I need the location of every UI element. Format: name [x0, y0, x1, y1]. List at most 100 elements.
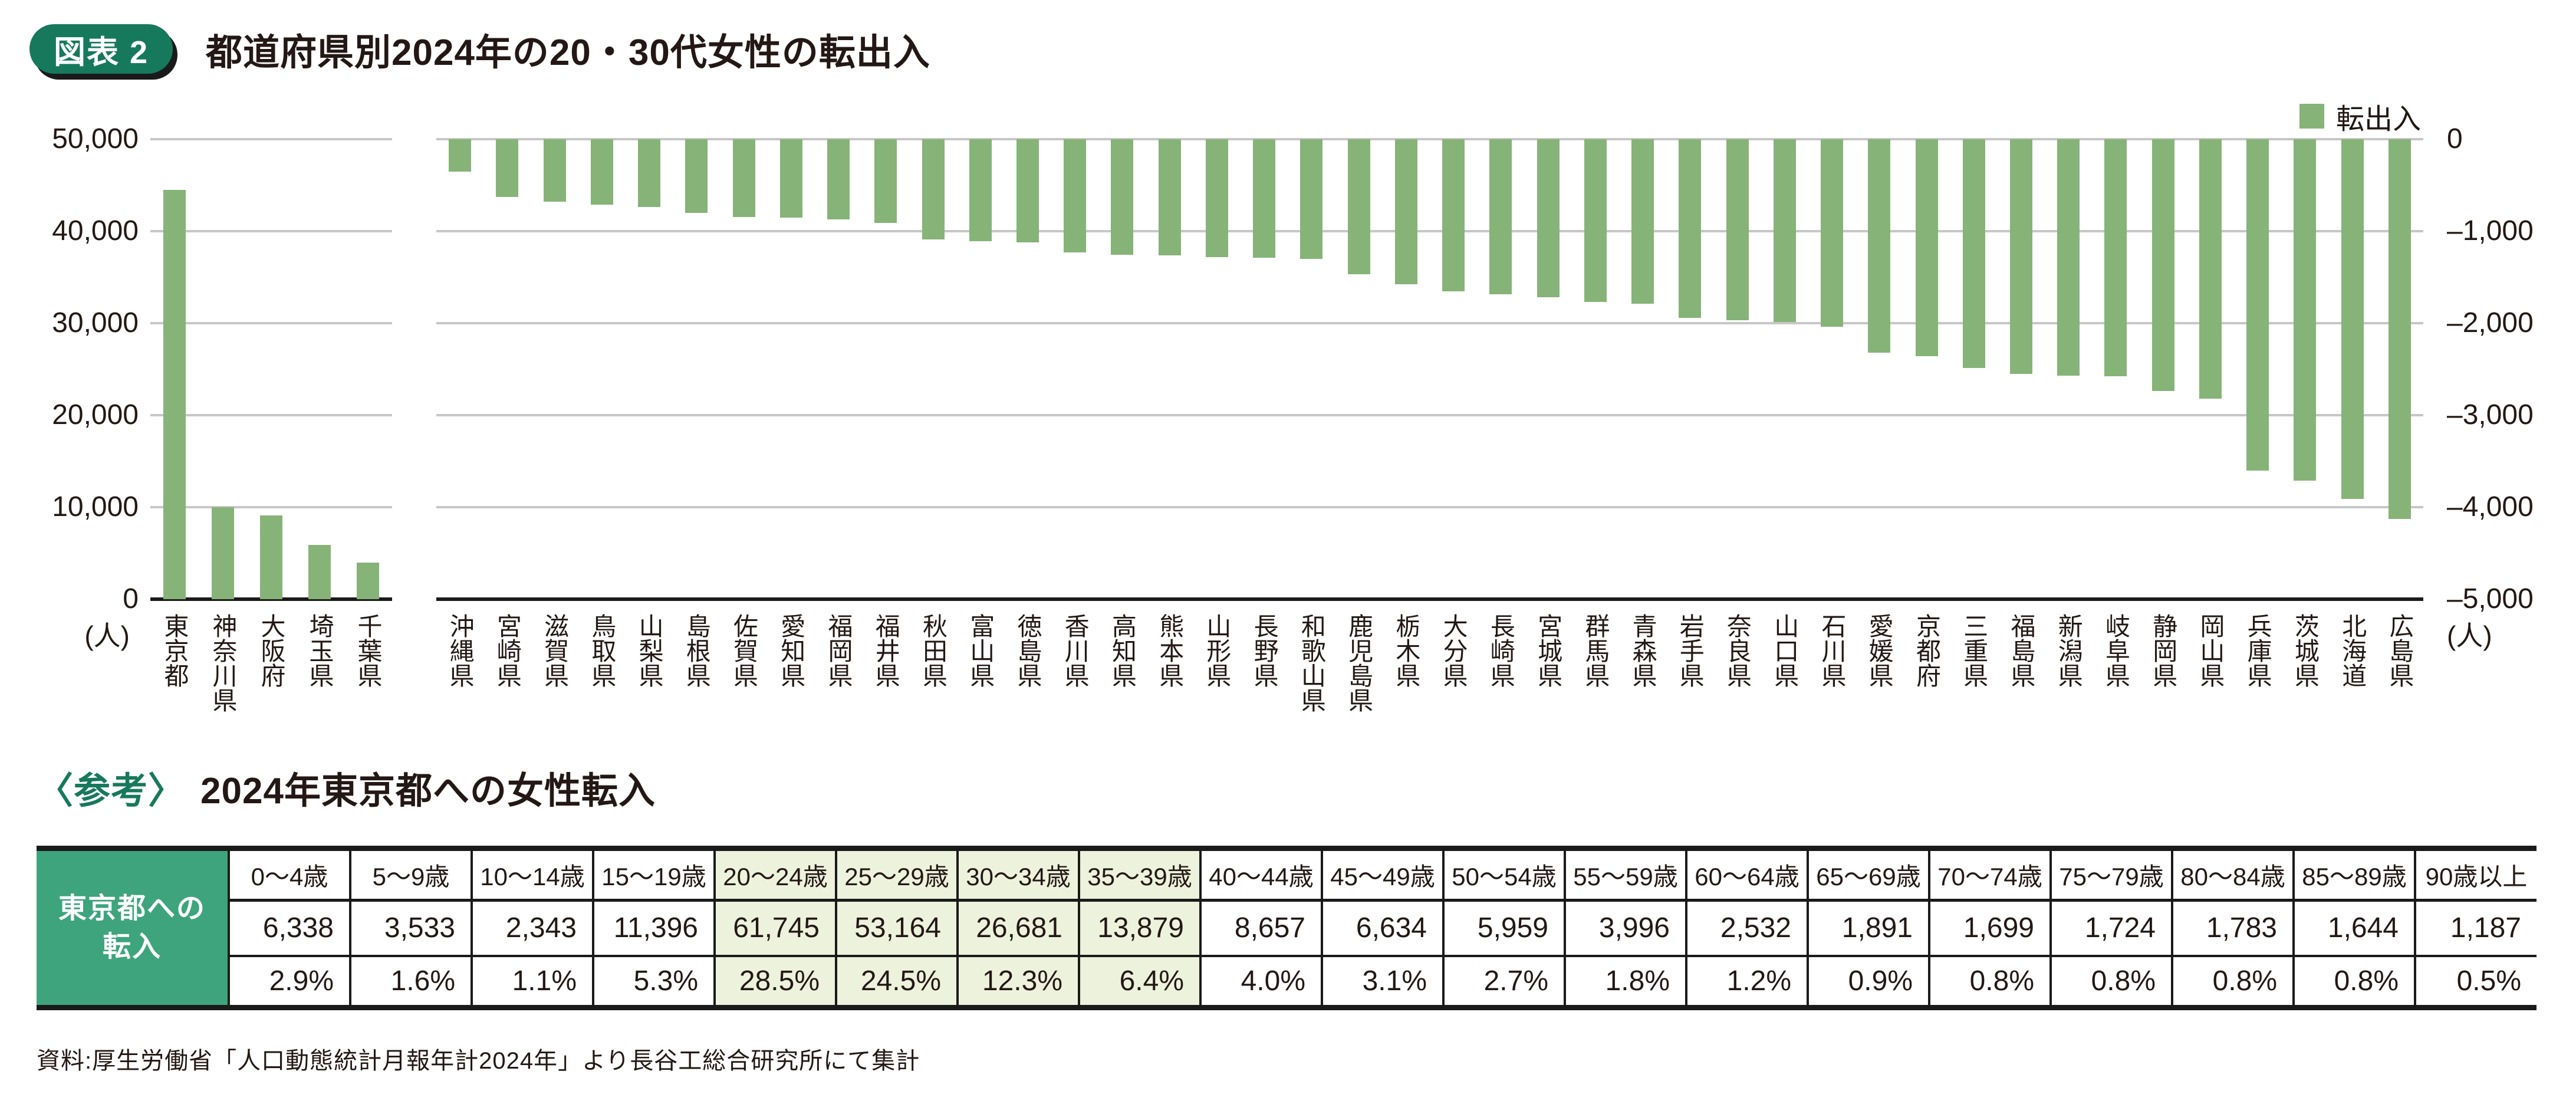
category-label: 兵庫県: [2244, 613, 2272, 688]
category-label: 北海道: [2338, 613, 2367, 688]
count-cell: 13,879: [1078, 899, 1202, 957]
bar: [1442, 139, 1465, 292]
age-column-header: 10〜14歳: [471, 848, 594, 902]
right-axis-tick: –1,000: [2447, 215, 2534, 247]
figure-header: 図表 2 都道府県別2024年の20・30代女性の転出入: [29, 22, 930, 75]
migration-bar-chart: 転出入 (人) (人) 50,000 40,000 30,000 20,000 10,0…: [52, 104, 2534, 712]
category-label: 熊本県: [1156, 613, 1184, 688]
bar: [496, 139, 519, 198]
category-label: 徳島県: [1014, 613, 1042, 688]
table-row-label: 東京都への 転入: [37, 848, 230, 1008]
category-label: 富山県: [966, 613, 995, 688]
bar: [1915, 139, 1938, 357]
age-column-header: 40〜44歳: [1199, 848, 1323, 902]
left-axis-tick: 30,000: [52, 307, 139, 339]
bar: [1631, 139, 1654, 304]
bar: [163, 189, 186, 599]
reference-title: 2024年東京都への女性転入: [200, 771, 656, 811]
right-axis-tick: –3,000: [2447, 399, 2534, 431]
bar: [2294, 139, 2317, 481]
bar: [1016, 139, 1039, 242]
percent-cell: 28.5%: [713, 954, 837, 1008]
category-label: 埼玉県: [306, 613, 334, 688]
bar: [1347, 139, 1370, 275]
age-column-header: 55〜59歳: [1564, 848, 1687, 902]
category-label: 鹿児島県: [1345, 613, 1373, 712]
right-axis-tick: –5,000: [2447, 583, 2534, 615]
age-column-header: 15〜19歳: [592, 848, 716, 902]
left-axis-tick: 40,000: [52, 215, 139, 247]
bar: [1679, 139, 1702, 318]
percent-cell: 0.5%: [2414, 954, 2536, 1008]
bar: [827, 139, 850, 219]
category-label: 岐阜県: [2102, 613, 2130, 688]
bar: [449, 139, 472, 172]
category-label: 山梨県: [636, 613, 664, 688]
category-label: 長崎県: [1487, 613, 1515, 688]
age-column-header: 50〜54歳: [1442, 848, 1566, 902]
count-cell: 2,343: [471, 899, 594, 957]
bar: [1726, 139, 1749, 321]
percent-cell: 0.8%: [2292, 954, 2416, 1008]
left-axis-tick: 50,000: [52, 123, 139, 155]
category-label: 滋賀県: [541, 613, 569, 688]
bar: [732, 139, 755, 217]
gridline: [150, 414, 392, 416]
age-column-header: 35〜39歳: [1078, 848, 1202, 902]
figure-badge: 図表 2: [29, 24, 173, 74]
category-label: 秋田県: [919, 613, 948, 688]
category-label: 宮城県: [1534, 613, 1562, 688]
bar: [1111, 139, 1134, 255]
bar: [922, 139, 945, 240]
count-cell: 6,338: [228, 899, 351, 957]
percent-cell: 1.6%: [349, 954, 473, 1008]
gridline: [150, 322, 392, 324]
category-label: 千葉県: [354, 613, 382, 688]
category-label: 鳥取県: [588, 613, 616, 688]
category-label: 和歌山県: [1298, 613, 1326, 712]
category-label: 福岡県: [825, 613, 853, 688]
category-label: 岩手県: [1676, 613, 1705, 688]
age-column-header: 70〜74歳: [1928, 848, 2052, 902]
bar: [357, 562, 379, 599]
bar: [543, 139, 566, 202]
left-axis-tick: 10,000: [52, 491, 139, 523]
count-cell: 1,783: [2171, 899, 2295, 957]
gridline: [150, 230, 392, 232]
left-axis-unit: (人): [84, 620, 130, 651]
category-label: 静岡県: [2149, 613, 2177, 688]
count-cell: 1,699: [1928, 899, 2052, 957]
bar: [1962, 139, 1985, 369]
category-label: 沖縄県: [446, 613, 475, 688]
percent-cell: 3.1%: [1321, 954, 1445, 1008]
gridline: [436, 414, 2423, 416]
category-label: 高知県: [1108, 613, 1137, 688]
category-label: 愛媛県: [1866, 613, 1894, 688]
category-label: 三重県: [1960, 613, 1988, 688]
count-cell: 2,532: [1685, 899, 1809, 957]
bar: [1158, 139, 1181, 256]
left-axis-tick: 20,000: [52, 399, 139, 431]
percent-cell: 0.8%: [2171, 954, 2295, 1008]
reference-header: 〈参考〉 2024年東京都への女性転入: [37, 761, 656, 814]
age-column-header: 25〜29歳: [835, 848, 959, 902]
count-cell: 26,681: [956, 899, 1080, 957]
count-cell: 1,891: [1807, 899, 1930, 957]
bar: [590, 139, 613, 205]
category-label: 京都府: [1913, 613, 1941, 688]
percent-cell: 2.9%: [228, 954, 351, 1008]
category-label: 香川県: [1061, 613, 1090, 688]
percent-cell: 6.4%: [1078, 954, 1202, 1008]
percent-cell: 2.7%: [1442, 954, 1566, 1008]
bar: [1253, 139, 1276, 258]
bar: [969, 139, 992, 242]
percent-cell: 0.8%: [2049, 954, 2173, 1008]
x-axis-line: [150, 597, 392, 601]
count-cell: 61,745: [713, 899, 837, 957]
category-label: 愛知県: [777, 613, 805, 688]
category-label: 広島県: [2386, 613, 2414, 688]
table-percents-row: 2.9% 1.6% 1.1% 5.3% 28.5% 24.5% 12.3% 6.4% 4.0% 3…: [37, 954, 2536, 1008]
bar: [2009, 139, 2032, 374]
bar: [260, 515, 282, 599]
